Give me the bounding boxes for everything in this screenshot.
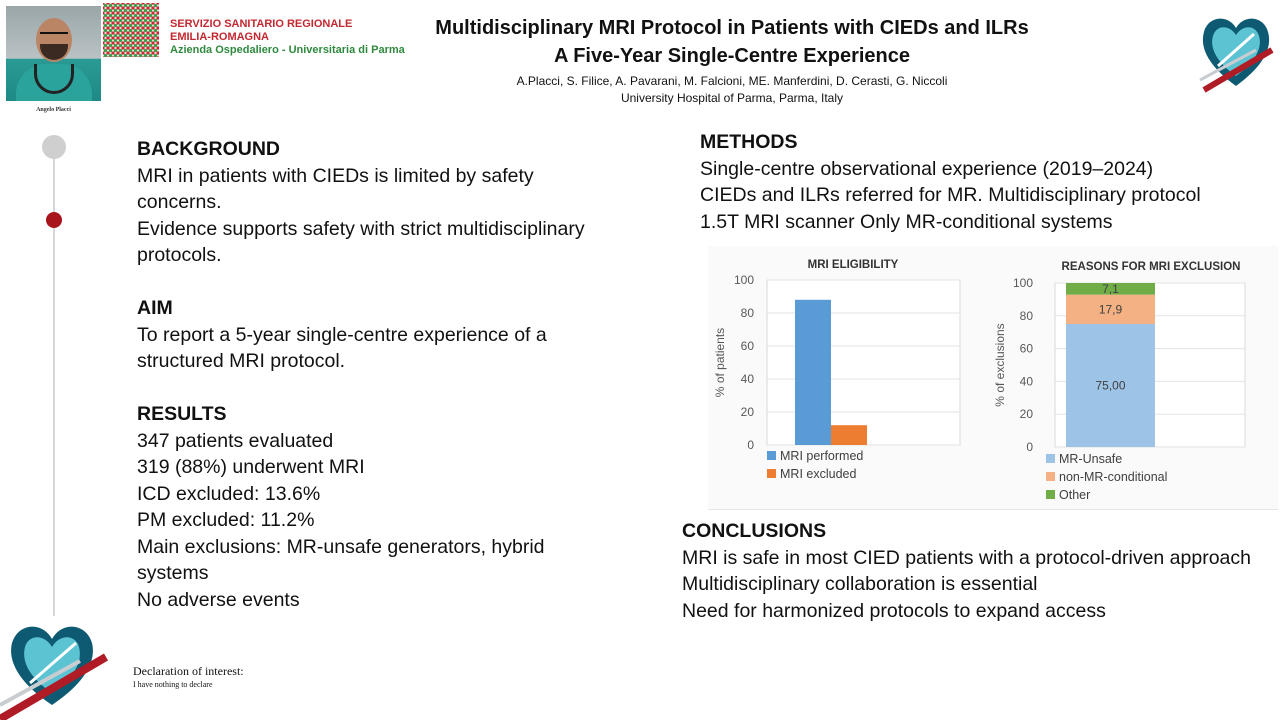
chart2-legend-label: non-MR-conditional <box>1059 470 1167 484</box>
poster-subtitle: A Five-Year Single-Centre Experience <box>553 45 911 67</box>
results-line: No adverse events <box>137 588 300 611</box>
timeline-line <box>53 146 55 616</box>
chart2-ytick-label: 60 <box>1020 342 1034 356</box>
org-line-3: Azienda Ospedaliero - Universitaria di P… <box>170 44 405 56</box>
heart-logo-icon <box>1199 18 1274 93</box>
author-photo <box>6 6 101 101</box>
chart2-legend-swatch <box>1046 490 1055 499</box>
results-line: 347 patients evaluated <box>137 429 334 452</box>
conclusions-line: Multidisciplinary collaboration is essen… <box>682 573 1038 595</box>
chart1-legend-label: MRI performed <box>780 449 863 463</box>
chart2-data-label: 75,00 <box>1095 379 1125 393</box>
conclusions-line: MRI is safe in most CIED patients with a… <box>682 546 1251 569</box>
charts-svg: MRI ELIGIBILITY 0 20 40 60 80 100 % of patients… <box>713 259 1246 502</box>
timeline-dot-red <box>46 212 62 228</box>
chart1-legend-swatch <box>767 451 776 460</box>
chart1-bar-mri-performed <box>795 299 831 445</box>
chart1-ylabel: % of patients <box>713 328 727 397</box>
chart2-ytick-label: 40 <box>1020 374 1034 388</box>
conclusions-line: Need for harmonized protocols to expand … <box>682 599 1106 622</box>
conclusions-heading: CONCLUSIONS <box>682 520 827 542</box>
org-line-2: EMILIA-ROMAGNA <box>170 31 269 43</box>
left-column: BACKGROUND MRI in patients with CIEDs is… <box>137 136 617 613</box>
chart1-legend-label: MRI excluded <box>780 467 856 481</box>
chart2-legend-label: MR-Unsafe <box>1059 452 1122 466</box>
timeline-dot-grey <box>42 135 66 159</box>
chart1-title: MRI ELIGIBILITY <box>808 259 899 271</box>
chart1-ytick-label: 80 <box>741 306 755 320</box>
aim-heading: AIM <box>137 297 173 319</box>
background-line: MRI in patients with CIEDs is limited by… <box>137 164 534 187</box>
affiliation: University Hospital of Parma, Parma, Ita… <box>620 91 844 105</box>
aim-line: structured MRI protocol. <box>137 350 346 372</box>
results-line: 319 (88%) underwent MRI <box>137 456 365 478</box>
methods-line: CIEDs and ILRs referred for MR. Multidis… <box>700 184 1201 206</box>
poster-title-block: Multidisciplinary MRI Protocol in Patien… <box>380 14 1084 106</box>
authors: A.Placci, S. Filice, A. Pavarani, M. Fal… <box>516 74 948 88</box>
chart2-segment-mr-unsafe <box>1066 324 1155 447</box>
chart2-legend-label: Other <box>1059 488 1090 502</box>
methods-section: METHODS Single-centre observational expe… <box>700 129 1260 235</box>
chart1-bar-mri-excluded <box>831 425 867 445</box>
results-line: systems <box>137 562 209 584</box>
declaration-title: Declaration of interest: <box>133 664 244 678</box>
declaration-of-interest: Declaration of interest: I have nothing … <box>133 664 244 690</box>
chart1-ytick-label: 100 <box>734 273 754 287</box>
methods-line: 1.5T MRI scanner Only MR-conditional sys… <box>700 210 1113 233</box>
chart2-segment-other <box>1066 283 1155 295</box>
chart1-ytick-label: 0 <box>747 438 754 452</box>
chart1-ytick-label: 60 <box>741 339 755 353</box>
chart2-ytick-label: 80 <box>1020 309 1034 323</box>
results-line: PM excluded: 11.2% <box>137 509 315 531</box>
background-line: concerns. <box>137 191 222 213</box>
organization-name: SERVIZIO SANITARIO REGIONALE EMILIA-ROMA… <box>170 18 405 57</box>
chart1-ytick-label: 40 <box>741 372 755 386</box>
chart2-ytick-label: 100 <box>1013 276 1033 290</box>
heart-logo-icon <box>0 626 109 720</box>
chart2-data-label: 7,1 <box>1102 282 1119 296</box>
chart2-data-label: 17,9 <box>1099 302 1123 316</box>
chart1-ytick-label: 20 <box>741 405 755 419</box>
results-heading: RESULTS <box>137 403 227 425</box>
org-line-1: SERVIZIO SANITARIO REGIONALE <box>170 18 353 30</box>
author-photo-caption: Angelo Placci <box>36 107 71 113</box>
chart1-legend-swatch <box>767 469 776 478</box>
declaration-text: I have nothing to declare <box>133 680 213 689</box>
poster-title: Multidisciplinary MRI Protocol in Patien… <box>435 17 1029 39</box>
chart2-ylabel: % of exclusions <box>993 323 1007 406</box>
chart2-legend-swatch <box>1046 472 1055 481</box>
charts-panel: MRI ELIGIBILITY 0 20 40 60 80 100 % of patients… <box>708 246 1278 510</box>
results-line: Main exclusions: MR-unsafe generators, h… <box>137 535 545 558</box>
chart2-title: REASONS FOR MRI EXCLUSION <box>1062 261 1241 273</box>
emilia-romagna-logo-icon <box>103 3 159 57</box>
conclusions-section: CONCLUSIONS MRI is safe in most CIED pat… <box>682 518 1277 624</box>
chart2-ytick-label: 20 <box>1020 407 1034 421</box>
aim-line: To report a 5-year single-centre experie… <box>137 323 547 346</box>
background-heading: BACKGROUND <box>137 138 280 160</box>
background-line: Evidence supports safety with strict mul… <box>137 217 585 240</box>
methods-heading: METHODS <box>700 131 798 153</box>
chart2-legend-swatch <box>1046 454 1055 463</box>
chart2-ytick-label: 0 <box>1026 440 1033 454</box>
methods-line: Single-centre observational experience (… <box>700 157 1154 180</box>
background-line: protocols. <box>137 244 222 266</box>
results-line: ICD excluded: 13.6% <box>137 482 321 505</box>
chart2-segment-non-mr-conditional <box>1066 294 1155 324</box>
